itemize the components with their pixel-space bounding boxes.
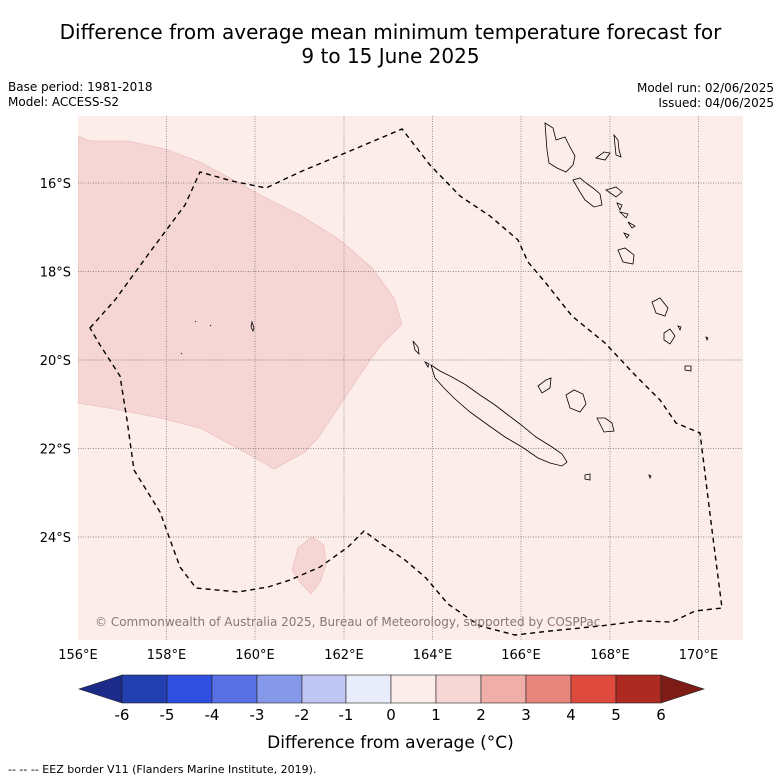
colorbar-bin-m2 bbox=[301, 674, 347, 704]
colorbar-label: -5 bbox=[160, 706, 175, 724]
chart-title: Difference from average mean minimum tem… bbox=[0, 20, 781, 68]
colorbar-bin-m1 bbox=[345, 674, 392, 704]
colorbar-bin-5 bbox=[615, 674, 662, 704]
lon-tick-164: 164°E bbox=[413, 648, 453, 663]
lat-tick-20: 20°S bbox=[40, 354, 71, 369]
colorbar-bin-1 bbox=[435, 674, 482, 704]
colorbar-bin-4 bbox=[570, 674, 617, 704]
model-run-text: Model run: 02/06/2025 bbox=[636, 81, 774, 95]
colorbar-bin-m6 bbox=[121, 674, 168, 704]
colorbar-bin-m4 bbox=[211, 674, 258, 704]
colorbar bbox=[78, 674, 705, 704]
lon-tick-170: 170°E bbox=[679, 648, 719, 663]
lon-tick-156: 156°E bbox=[58, 648, 98, 663]
colorbar-bin-0 bbox=[390, 674, 437, 704]
lat-tick-24: 24°S bbox=[40, 531, 71, 546]
graticule bbox=[78, 116, 743, 640]
colorbar-label: 6 bbox=[656, 706, 666, 724]
issued-text: Issued: 04/06/2025 bbox=[658, 96, 774, 110]
lon-tick-166: 166°E bbox=[501, 648, 541, 663]
anomaly-region-small bbox=[291, 536, 327, 595]
colorbar-label: 2 bbox=[476, 706, 486, 724]
colorbar-bin-2 bbox=[480, 674, 527, 704]
copyright-text: © Commonwealth of Australia 2025, Bureau… bbox=[95, 615, 600, 629]
lon-tick-labels: 156°E 158°E 160°E 162°E 164°E 166°E 168°… bbox=[58, 648, 718, 663]
colorbar-bin-m5 bbox=[166, 674, 213, 704]
lat-tick-labels: 16°S 18°S 20°S 22°S 24°S bbox=[40, 177, 71, 546]
colorbar-label: -2 bbox=[295, 706, 310, 724]
colorbar-bin-m3 bbox=[256, 674, 303, 704]
eez-border bbox=[89, 128, 723, 636]
eez-legend-text: -- -- -- EEZ border V11 (Flanders Marine… bbox=[8, 763, 317, 776]
colorbar-label: -6 bbox=[115, 706, 130, 724]
new-caledonia-outline bbox=[430, 364, 568, 467]
colorbar-min-extend bbox=[78, 674, 123, 704]
colorbar-label: 1 bbox=[431, 706, 441, 724]
lon-tick-160: 160°E bbox=[235, 648, 275, 663]
colorbar-label: 3 bbox=[521, 706, 531, 724]
colorbar-title: Difference from average (°C) bbox=[267, 733, 514, 753]
lat-tick-22: 22°S bbox=[40, 443, 71, 458]
land-outlines bbox=[180, 122, 709, 481]
colorbar-label: 4 bbox=[566, 706, 576, 724]
colorbar-label: -1 bbox=[339, 706, 354, 724]
lat-tick-16: 16°S bbox=[40, 177, 71, 192]
lat-tick-18: 18°S bbox=[40, 266, 71, 281]
meta-left: Base period: 1981-2018 Model: ACCESS-S2 bbox=[8, 80, 153, 110]
lon-tick-168: 168°E bbox=[590, 648, 630, 663]
colorbar-max-extend bbox=[660, 674, 705, 704]
model-text: Model: ACCESS-S2 bbox=[8, 95, 120, 109]
base-period-text: Base period: 1981-2018 bbox=[8, 80, 153, 94]
colorbar-label: -3 bbox=[250, 706, 265, 724]
title-line-2: 9 to 15 June 2025 bbox=[301, 44, 480, 68]
meta-right: Model run: 02/06/2025 Issued: 04/06/2025 bbox=[637, 81, 774, 111]
colorbar-labels: -6 -5 -4 -3 -2 -1 0 1 2 3 4 5 6 bbox=[115, 706, 666, 724]
title-line-1: Difference from average mean minimum tem… bbox=[59, 20, 722, 44]
colorbar-label: 0 bbox=[386, 706, 396, 724]
colorbar-label: 5 bbox=[611, 706, 621, 724]
vanuatu-outline bbox=[544, 122, 576, 173]
colorbar-label: -4 bbox=[205, 706, 220, 724]
anomaly-region-1-2 bbox=[78, 135, 403, 470]
lon-tick-162: 162°E bbox=[324, 648, 364, 663]
lon-tick-158: 158°E bbox=[147, 648, 187, 663]
colorbar-bin-3 bbox=[525, 674, 572, 704]
